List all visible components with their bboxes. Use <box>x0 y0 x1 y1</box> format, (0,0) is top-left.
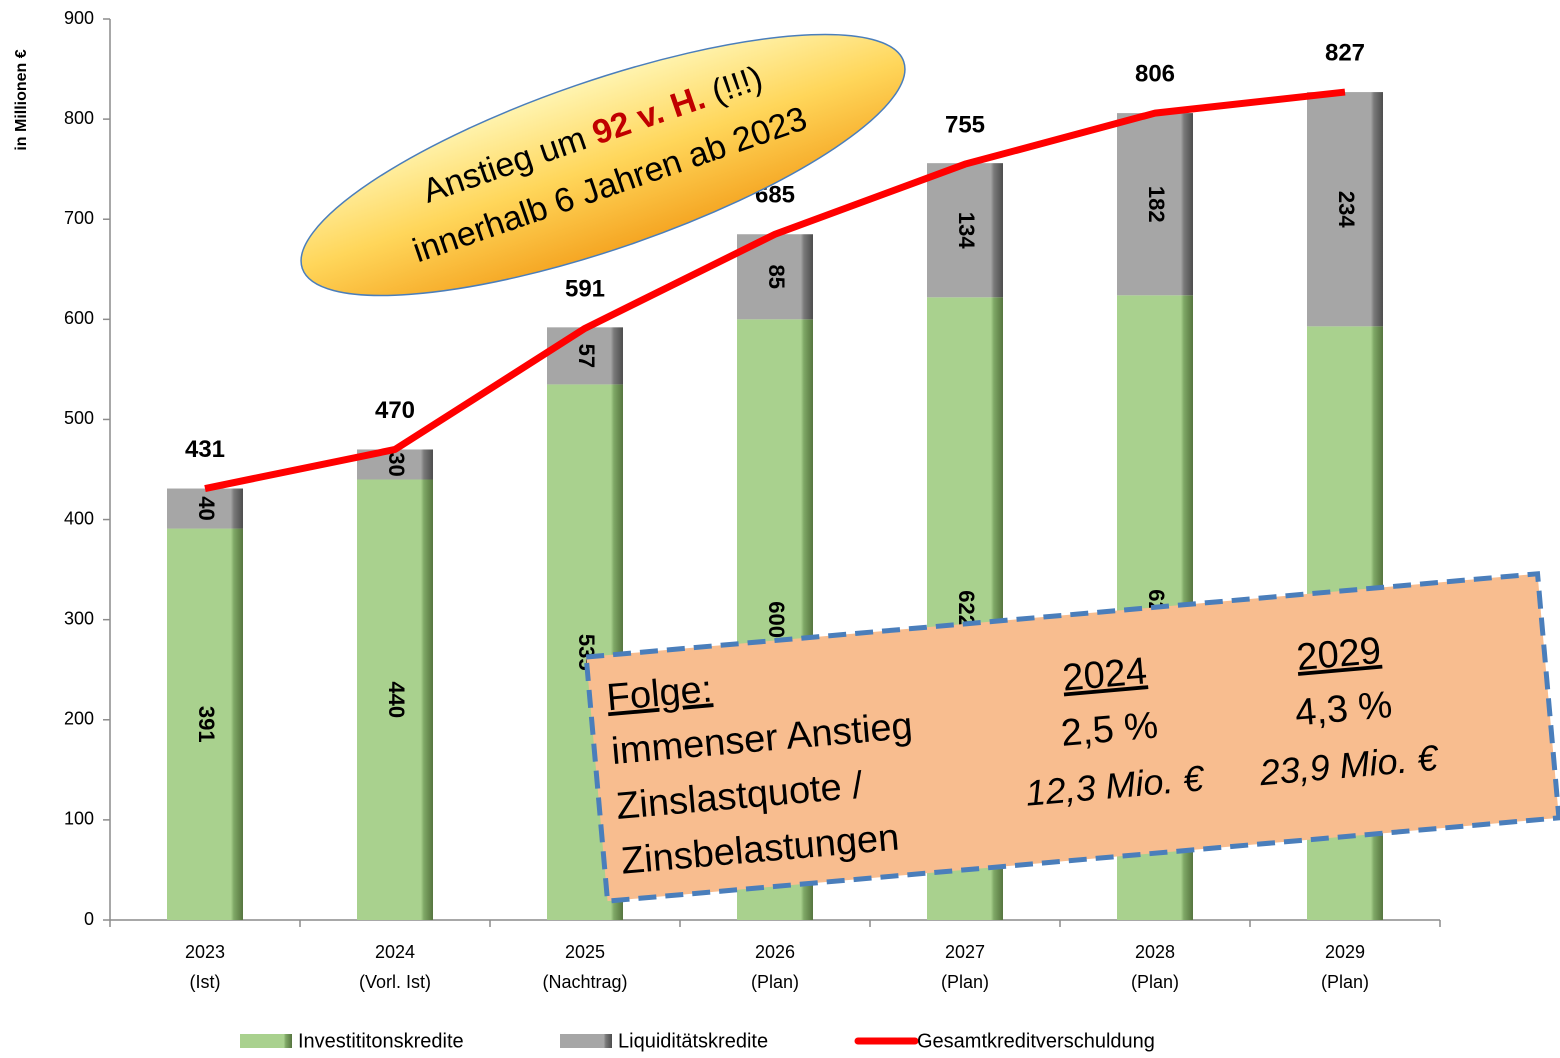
x-tick-label: 2027 <box>945 942 985 962</box>
x-tick-label: 2024 <box>375 942 415 962</box>
box-quote: 2,5 % <box>1059 705 1159 755</box>
line-label: 591 <box>565 276 605 303</box>
legend-swatch <box>560 1034 612 1048</box>
segment-label: 182 <box>1144 186 1169 223</box>
y-axis-label: in Millionen € <box>13 49 30 150</box>
x-tick-label: (Ist) <box>190 972 221 992</box>
y-tick-label: 400 <box>64 508 94 528</box>
line-label: 431 <box>185 436 225 463</box>
x-tick-label: (Plan) <box>1321 972 1369 992</box>
segment-label: 600 <box>764 601 789 638</box>
segment-label: 57 <box>574 344 599 368</box>
segment-label: 234 <box>1334 191 1359 228</box>
y-tick-label: 700 <box>64 208 94 228</box>
y-tick-label: 200 <box>64 709 94 729</box>
legend-label: Liquiditätskredite <box>618 1030 768 1052</box>
y-tick-label: 500 <box>64 408 94 428</box>
bar-segment <box>547 327 623 385</box>
x-tick-label: (Vorl. Ist) <box>359 972 431 992</box>
legend-label: Gesamtkreditverschuldung <box>917 1030 1155 1052</box>
segment-label: 40 <box>194 496 219 520</box>
ellipse-shape <box>300 33 906 297</box>
line-label: 470 <box>375 397 415 424</box>
y-tick-label: 600 <box>64 308 94 328</box>
ellipse-note: Anstieg um 92 v. H. (!!!)innerhalb 6 Jah… <box>300 33 906 297</box>
x-tick-label: 2026 <box>755 942 795 962</box>
bar-segment <box>1117 113 1193 296</box>
legend-swatch <box>240 1034 292 1048</box>
x-tick-label: 2023 <box>185 942 225 962</box>
box-shape <box>583 571 1560 904</box>
box-quote: 4,3 % <box>1293 684 1393 734</box>
box-heading: Folge: <box>605 668 714 719</box>
bar-segment <box>167 488 243 529</box>
x-tick-label: 2025 <box>565 942 605 962</box>
bar-segment <box>927 163 1003 298</box>
y-tick-label: 0 <box>84 909 94 929</box>
box-year: 2029 <box>1295 630 1383 679</box>
y-tick-label: 300 <box>64 608 94 628</box>
x-tick-label: (Plan) <box>941 972 989 992</box>
bar-segment <box>167 528 243 920</box>
segment-label: 391 <box>194 706 219 743</box>
x-tick-label: (Plan) <box>751 972 799 992</box>
y-tick-label: 100 <box>64 809 94 829</box>
x-tick-label: 2028 <box>1135 942 1175 962</box>
x-tick-label: (Nachtrag) <box>542 972 627 992</box>
segment-label: 440 <box>384 681 409 718</box>
segment-label: 134 <box>954 212 979 249</box>
bar-segment <box>1307 92 1383 327</box>
segment-label: 30 <box>384 452 409 476</box>
segment-label: 85 <box>764 265 789 289</box>
y-tick-label: 900 <box>64 8 94 28</box>
line-label: 806 <box>1135 60 1175 87</box>
line-label: 827 <box>1325 39 1365 66</box>
line-label: 755 <box>945 112 985 139</box>
x-tick-label: 2029 <box>1325 942 1365 962</box>
x-tick-label: (Plan) <box>1131 972 1179 992</box>
legend-label: Investititonskredite <box>298 1030 464 1052</box>
y-tick-label: 800 <box>64 108 94 128</box>
bar-segment <box>357 479 433 920</box>
total-line <box>204 88 1346 492</box>
box-year: 2024 <box>1061 650 1149 699</box>
